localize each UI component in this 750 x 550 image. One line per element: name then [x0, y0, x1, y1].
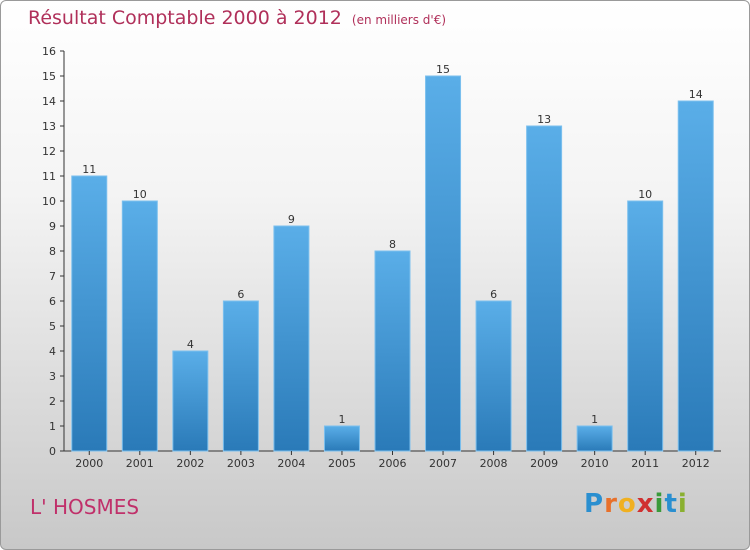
x-tick-label: 2010 — [581, 457, 609, 470]
x-tick-label: 2004 — [277, 457, 305, 470]
bar — [323, 425, 360, 452]
bar — [475, 300, 512, 452]
data-label: 1 — [338, 413, 345, 426]
data-label: 1 — [591, 413, 598, 426]
data-label: 14 — [689, 88, 703, 101]
y-tick-label: 9 — [49, 220, 56, 233]
proxiti-logo: Proxiti — [584, 489, 688, 519]
x-tick-label: 2001 — [126, 457, 154, 470]
y-tick-label: 11 — [42, 170, 56, 183]
y-tick-label: 6 — [49, 295, 56, 308]
y-tick-label: 0 — [49, 445, 56, 458]
y-tick-label: 15 — [42, 70, 56, 83]
bar — [121, 200, 158, 452]
data-label: 6 — [237, 288, 244, 301]
bar — [71, 175, 108, 452]
logo-letter: i — [677, 489, 688, 519]
x-tick-label: 2003 — [227, 457, 255, 470]
data-label: 4 — [187, 338, 194, 351]
y-tick-label: 2 — [49, 395, 56, 408]
location-label: L' HOSMES — [30, 495, 140, 519]
logo-letter: o — [617, 489, 637, 519]
bar — [677, 100, 714, 452]
data-label: 6 — [490, 288, 497, 301]
x-tick-label: 2002 — [176, 457, 204, 470]
x-tick-label: 2005 — [328, 457, 356, 470]
y-tick-label: 1 — [49, 420, 56, 433]
logo-letter: x — [636, 489, 655, 519]
bar — [172, 350, 209, 452]
y-tick-label: 8 — [49, 245, 56, 258]
y-tick-label: 4 — [49, 345, 56, 358]
y-tick-label: 10 — [42, 195, 56, 208]
x-tick-label: 2007 — [429, 457, 457, 470]
data-label: 10 — [133, 188, 147, 201]
y-tick-label: 13 — [42, 120, 56, 133]
y-tick-label: 14 — [42, 95, 56, 108]
data-label: 13 — [537, 113, 551, 126]
x-tick-label: 2012 — [682, 457, 710, 470]
x-tick-label: 2000 — [75, 457, 103, 470]
x-tick-label: 2006 — [379, 457, 407, 470]
bar — [425, 75, 462, 452]
data-label: 11 — [82, 163, 96, 176]
y-tick-label: 7 — [49, 270, 56, 283]
x-tick-label: 2009 — [530, 457, 558, 470]
y-tick-label: 3 — [49, 370, 56, 383]
chart-subtitle: (en milliers d'€) — [351, 13, 447, 27]
logo-letter: P — [584, 489, 605, 519]
data-label: 8 — [389, 238, 396, 251]
logo-letter: r — [604, 489, 618, 519]
bar — [576, 425, 613, 452]
y-tick-label: 5 — [49, 320, 56, 333]
y-tick-label: 16 — [42, 45, 56, 58]
data-label: 10 — [638, 188, 652, 201]
logo-letter: i — [654, 489, 665, 519]
logo-letter: t — [664, 489, 678, 519]
y-tick-label: 12 — [42, 145, 56, 158]
bar — [526, 125, 563, 452]
bar — [222, 300, 259, 452]
bar — [273, 225, 310, 452]
bar — [627, 200, 664, 452]
data-label: 15 — [436, 63, 450, 76]
data-label: 9 — [288, 213, 295, 226]
x-tick-label: 2011 — [631, 457, 659, 470]
bar — [374, 250, 411, 452]
x-tick-label: 2008 — [480, 457, 508, 470]
chart-title: Résultat Comptable 2000 à 2012 (en millie… — [28, 7, 447, 29]
